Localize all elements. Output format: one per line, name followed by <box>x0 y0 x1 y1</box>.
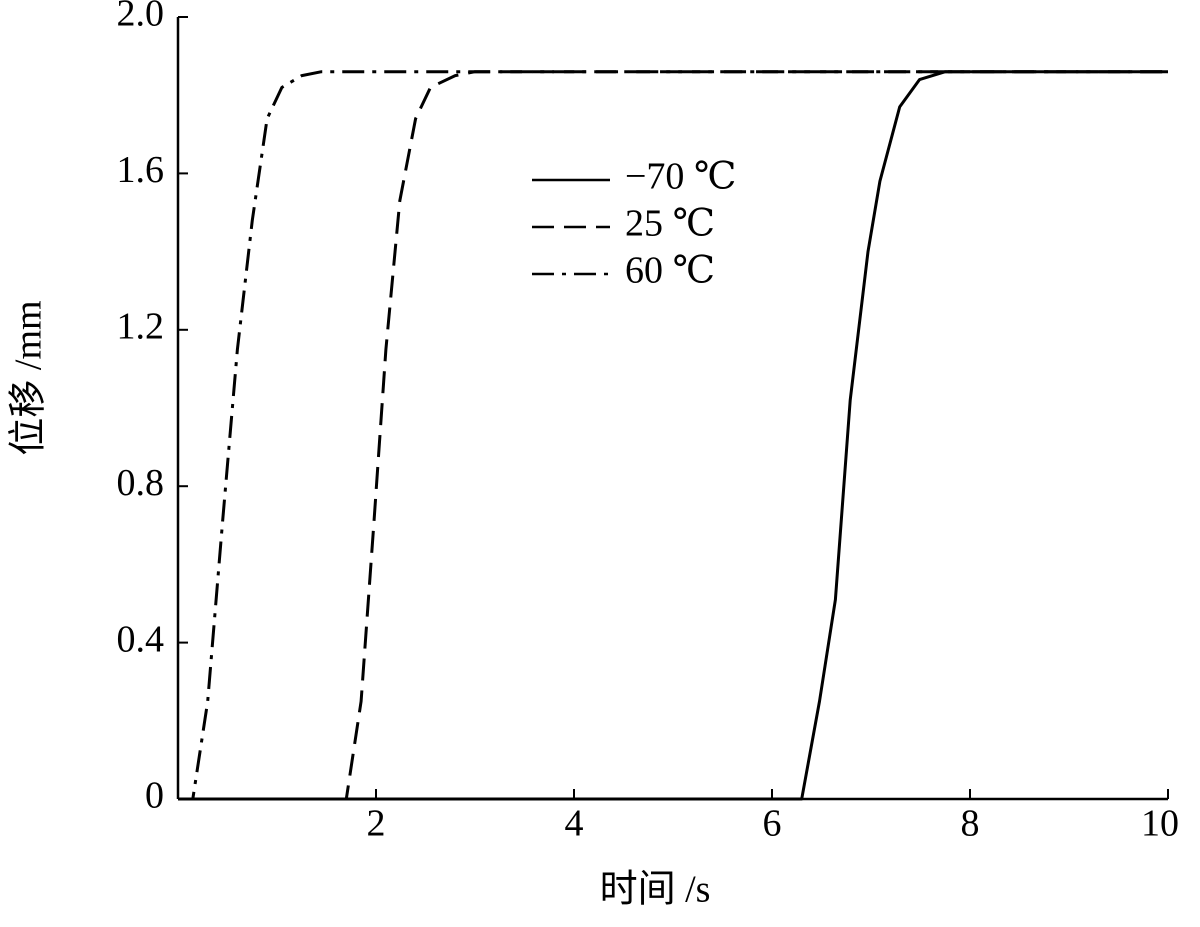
y-tick-label: 0.8 <box>117 462 165 504</box>
legend-label: 25 ℃ <box>625 203 715 245</box>
y-tick-label: 0.4 <box>117 618 165 660</box>
legend-label: −70 ℃ <box>625 156 736 198</box>
y-tick-label: 0 <box>145 775 164 817</box>
y-tick-label: 1.6 <box>117 149 165 191</box>
legend-label: 60 ℃ <box>625 250 715 292</box>
series-line <box>178 70 1168 801</box>
y-tick-label: 2.0 <box>117 0 165 35</box>
y-axis-label: 位移 /mm <box>8 300 50 455</box>
x-tick-label: 4 <box>565 803 584 845</box>
x-tick-label: 2 <box>367 803 386 845</box>
x-axis-label: 时间 /s <box>600 869 711 911</box>
series-line <box>178 70 1168 801</box>
x-tick-label: 10 <box>1141 803 1179 845</box>
y-tick-label: 1.2 <box>117 306 165 348</box>
x-tick-label: 8 <box>961 803 980 845</box>
x-tick-label: 6 <box>763 803 782 845</box>
series-line <box>178 70 1168 801</box>
